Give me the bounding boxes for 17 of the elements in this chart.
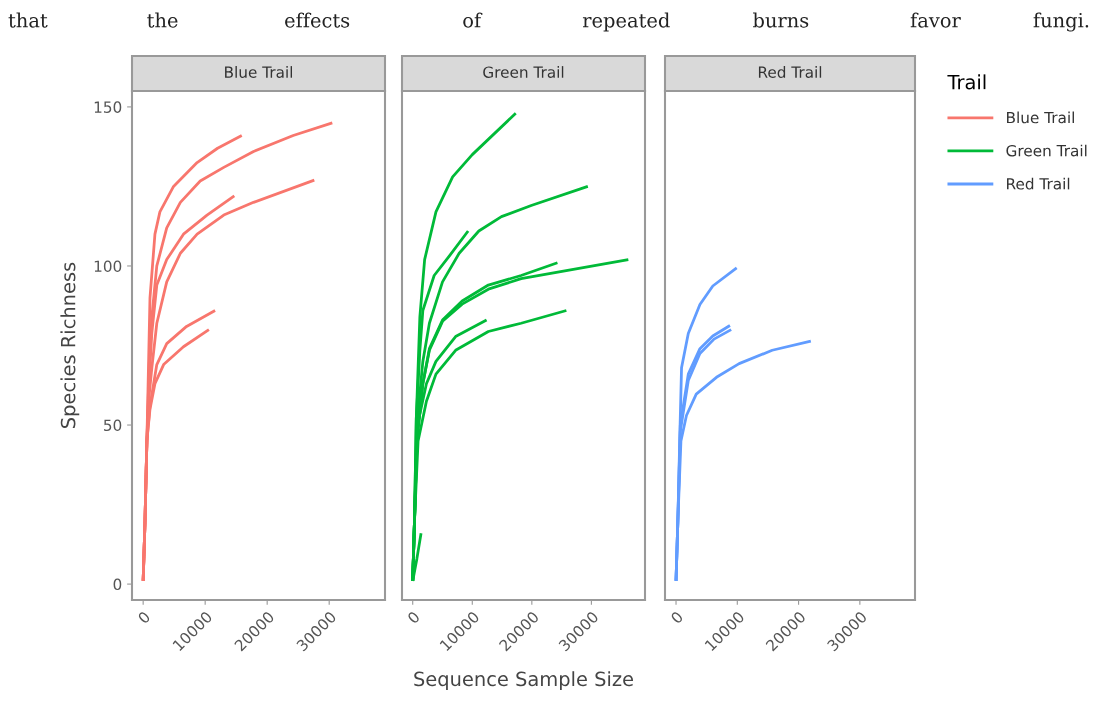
x-tick-label: 0 (670, 610, 684, 625)
x-tick-label: 0 (406, 610, 421, 625)
chart-title: Red Trail (758, 66, 822, 78)
y-tick-label: 150 (94, 101, 122, 113)
legend-label: Green Trail (1006, 144, 1087, 157)
y-tick-label: 100 (94, 260, 122, 272)
chart-title: Blue Trail (225, 66, 293, 78)
x-tick-label: 0 (137, 610, 151, 625)
text: that the effects of repeated burns favor fungi. (8, 12, 1089, 32)
chart-title: Green Trail (483, 66, 564, 78)
y-tick-label: 50 (104, 419, 122, 432)
y-tick-label: 0 (113, 578, 122, 591)
legend-label: Red Trail (1007, 177, 1070, 190)
legend-label: Blue Trail (1007, 111, 1074, 124)
legend-title: Trail (947, 74, 986, 90)
y-axis-title: Species Richness (60, 262, 80, 428)
x-axis-title: Sequence Sample Size (414, 671, 634, 691)
